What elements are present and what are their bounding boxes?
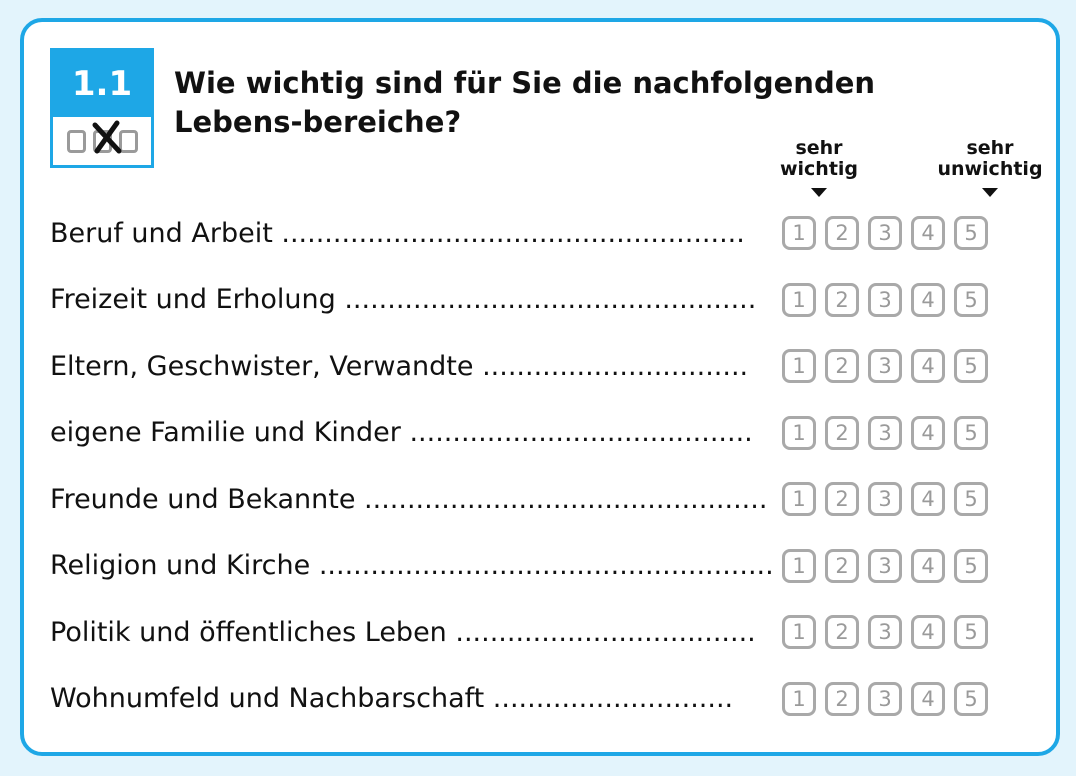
- rating-box-1[interactable]: 1: [782, 482, 816, 516]
- list-item: Freunde und Bekannte ...................…: [50, 479, 997, 519]
- rating-box-2[interactable]: 2: [825, 615, 859, 649]
- checkbox-cross-icon: [53, 117, 151, 165]
- arrow-down-icon: [982, 188, 998, 197]
- rating-box-2[interactable]: 2: [825, 216, 859, 250]
- mini-checkbox: [118, 129, 138, 153]
- item-label: Wohnumfeld und Nachbarschaft ...........…: [50, 683, 734, 714]
- item-label: eigene Familie und Kinder ..............…: [50, 417, 753, 448]
- item-label: Eltern, Geschwister, Verwandte .........…: [50, 350, 749, 382]
- mini-checkbox: [66, 129, 86, 153]
- item-label: Freunde und Bekannte ...................…: [50, 483, 768, 515]
- rating-box-5[interactable]: 5: [954, 548, 988, 583]
- rating-box-2[interactable]: 2: [825, 349, 859, 383]
- rating-box-4[interactable]: 4: [911, 216, 945, 250]
- rating-box-2[interactable]: 2: [825, 681, 859, 716]
- arrow-down-icon: [811, 188, 827, 197]
- cross-mark-icon: [92, 120, 122, 154]
- question-number: 1.1: [53, 51, 151, 117]
- rating-box-4[interactable]: 4: [911, 282, 945, 317]
- rating-box-3[interactable]: 3: [868, 482, 902, 516]
- question-text: Wie wichtig sind für Sie die nachfolgend…: [174, 66, 876, 139]
- rating-box-2[interactable]: 2: [825, 282, 859, 317]
- list-item: Beruf und Arbeit .......................…: [50, 213, 997, 253]
- list-item: Wohnumfeld und Nachbarschaft ...........…: [50, 679, 997, 719]
- rating-box-1[interactable]: 1: [782, 615, 816, 649]
- rating-box-5[interactable]: 5: [954, 349, 988, 383]
- question-badge: 1.1: [50, 48, 154, 168]
- item-label: Politik und öffentliches Leben .........…: [50, 616, 756, 648]
- rating-box-1[interactable]: 1: [782, 282, 816, 317]
- rating-box-4[interactable]: 4: [911, 349, 945, 383]
- rating-box-1[interactable]: 1: [782, 216, 816, 250]
- rating-box-5[interactable]: 5: [954, 482, 988, 516]
- rating-box-4[interactable]: 4: [911, 681, 945, 716]
- rating-box-5[interactable]: 5: [954, 681, 988, 716]
- rating-box-4[interactable]: 4: [911, 482, 945, 516]
- rating-box-1[interactable]: 1: [782, 349, 816, 383]
- rating-box-4[interactable]: 4: [911, 615, 945, 649]
- rating-box-2[interactable]: 2: [825, 415, 859, 450]
- rating-box-3[interactable]: 3: [868, 415, 902, 450]
- rating-box-3[interactable]: 3: [868, 216, 902, 250]
- list-item: Religion und Kirche ....................…: [50, 546, 997, 586]
- rating-box-4[interactable]: 4: [911, 415, 945, 450]
- scale-label-right: sehr unwichtig: [937, 137, 1043, 180]
- rating-box-1[interactable]: 1: [782, 681, 816, 716]
- rating-box-4[interactable]: 4: [911, 548, 945, 583]
- rating-box-1[interactable]: 1: [782, 548, 816, 583]
- list-item: eigene Familie und Kinder ..............…: [50, 413, 997, 453]
- rating-box-2[interactable]: 2: [825, 548, 859, 583]
- rating-box-5[interactable]: 5: [954, 415, 988, 450]
- rating-box-3[interactable]: 3: [868, 282, 902, 317]
- list-item: Freizeit und Erholung ..................…: [50, 280, 997, 320]
- question-card: 1.1 Wie wichtig sind für Sie die nachfol…: [20, 18, 1060, 756]
- item-label: Religion und Kirche ....................…: [50, 550, 774, 581]
- rating-box-5[interactable]: 5: [954, 615, 988, 649]
- item-label: Beruf und Arbeit .......................…: [50, 217, 745, 249]
- list-item: Eltern, Geschwister, Verwandte .........…: [50, 346, 997, 386]
- rating-box-1[interactable]: 1: [782, 415, 816, 450]
- rating-box-3[interactable]: 3: [868, 681, 902, 716]
- list-item: Politik und öffentliches Leben .........…: [50, 612, 997, 652]
- rating-box-3[interactable]: 3: [868, 615, 902, 649]
- rating-box-2[interactable]: 2: [825, 482, 859, 516]
- scale-label-left: sehr wichtig: [779, 137, 859, 180]
- item-label: Freizeit und Erholung ..................…: [50, 284, 757, 315]
- rating-box-5[interactable]: 5: [954, 216, 988, 250]
- rating-box-3[interactable]: 3: [868, 548, 902, 583]
- rating-box-5[interactable]: 5: [954, 282, 988, 317]
- rating-box-3[interactable]: 3: [868, 349, 902, 383]
